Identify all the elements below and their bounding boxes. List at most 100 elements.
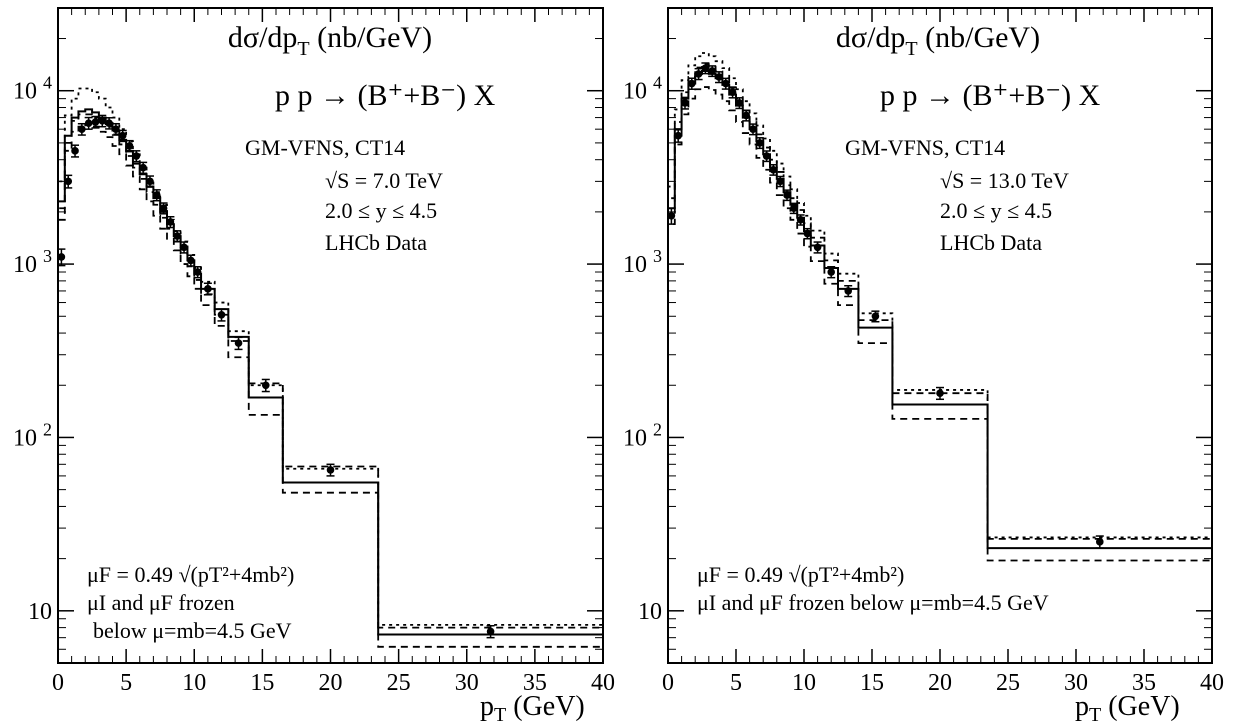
data-marker bbox=[64, 177, 73, 186]
data-point bbox=[326, 463, 335, 477]
data-point bbox=[728, 86, 737, 99]
data-marker bbox=[261, 381, 270, 390]
data-point bbox=[234, 336, 243, 351]
data-marker bbox=[813, 243, 822, 252]
data-marker bbox=[486, 627, 495, 636]
scale-label-2: μI and μF frozen bbox=[87, 590, 235, 615]
data-point bbox=[796, 214, 805, 226]
data-point bbox=[813, 241, 822, 254]
scale-label-2: μI and μF frozen below μ=mb=4.5 GeV bbox=[697, 590, 1049, 615]
scale-label-1: μF = 0.49 √(pT²+4mb²) bbox=[697, 562, 904, 587]
data-point bbox=[98, 114, 107, 128]
data-marker bbox=[827, 268, 835, 276]
data-marker bbox=[112, 125, 120, 133]
data-point bbox=[715, 71, 723, 84]
data-marker bbox=[694, 70, 703, 78]
data-point bbox=[742, 109, 751, 122]
data-marker bbox=[187, 256, 195, 265]
data-point bbox=[166, 216, 175, 229]
data-marker bbox=[204, 285, 212, 293]
data-point bbox=[769, 164, 778, 176]
process-label: p p → (B⁺+B⁻) X bbox=[880, 79, 1101, 112]
data-marker bbox=[708, 67, 716, 75]
y-tick-label: 10 4 bbox=[623, 73, 662, 105]
data-point bbox=[755, 137, 764, 150]
data-marker bbox=[71, 147, 79, 155]
data-marker bbox=[118, 131, 127, 140]
data-point bbox=[694, 67, 703, 81]
data-point bbox=[844, 284, 853, 298]
data-marker bbox=[769, 165, 778, 174]
x-tick-label: 10 bbox=[182, 670, 206, 696]
x-tick-label: 5 bbox=[120, 670, 132, 696]
data-marker bbox=[681, 99, 689, 107]
process-label: p p → (B⁺+B⁻) X bbox=[275, 79, 496, 112]
data-marker bbox=[78, 125, 86, 133]
data-point bbox=[173, 230, 182, 243]
y-tick-label: 10 2 bbox=[13, 419, 52, 451]
data-point bbox=[217, 308, 226, 322]
y-tick-label: 10 bbox=[28, 599, 52, 625]
data-marker bbox=[742, 111, 750, 120]
x-tick-label: 40 bbox=[591, 670, 615, 696]
data-marker bbox=[125, 142, 134, 150]
data-marker bbox=[105, 119, 113, 127]
x-tick-label: 10 bbox=[792, 670, 816, 696]
data-point bbox=[139, 161, 148, 175]
x-tick-label: 0 bbox=[662, 670, 674, 696]
data-point bbox=[803, 227, 812, 240]
data-marker bbox=[728, 88, 737, 97]
data-marker bbox=[674, 131, 682, 140]
data-marker bbox=[132, 152, 141, 160]
data-point bbox=[776, 175, 785, 188]
data-marker bbox=[667, 211, 676, 220]
data-point bbox=[783, 189, 791, 202]
data-point bbox=[936, 386, 944, 401]
data-point bbox=[486, 625, 495, 639]
y-tick-label: 10 4 bbox=[13, 73, 52, 105]
data-marker bbox=[715, 73, 723, 81]
x-tick-label: 15 bbox=[860, 670, 884, 696]
data-marker bbox=[790, 204, 798, 213]
data-point bbox=[735, 97, 744, 110]
data-marker bbox=[139, 163, 147, 172]
series-upper-2 bbox=[57, 113, 603, 663]
data-marker bbox=[871, 312, 880, 321]
data-point bbox=[687, 77, 696, 90]
data-marker bbox=[783, 191, 791, 199]
data-point bbox=[667, 207, 676, 225]
data-point bbox=[193, 266, 202, 279]
x-tick-label: 25 bbox=[996, 670, 1020, 696]
x-tick-label: 20 bbox=[319, 670, 343, 696]
data-point bbox=[64, 174, 73, 189]
data-marker bbox=[803, 229, 812, 238]
data-point bbox=[789, 202, 798, 215]
data-point bbox=[203, 282, 212, 296]
data-point bbox=[186, 254, 195, 267]
data-marker bbox=[57, 253, 66, 261]
energy-label: √S = 7.0 TeV bbox=[325, 168, 443, 193]
data-point bbox=[749, 123, 757, 136]
data-marker bbox=[234, 339, 243, 347]
x-tick-label: 5 bbox=[730, 670, 742, 696]
x-axis-label: pT (GeV) bbox=[480, 691, 585, 724]
chart-panel-left: 0 5 10 15 20 25 30 35 40 10 10 2 10 3 10 4 dσ/dpT (n… bbox=[13, 7, 615, 724]
scheme-label: GM-VFNS, CT14 bbox=[845, 135, 1005, 160]
data-point bbox=[762, 150, 771, 163]
data-point bbox=[159, 202, 168, 215]
data-marker bbox=[84, 119, 93, 127]
y-tick-label: 10 bbox=[638, 599, 662, 625]
data-marker bbox=[159, 204, 168, 213]
y-tick-label: 10 2 bbox=[623, 419, 662, 451]
data-marker bbox=[762, 152, 771, 160]
data-point bbox=[57, 248, 66, 267]
data-point bbox=[111, 122, 120, 136]
x-tick-label: 25 bbox=[387, 670, 411, 696]
data-point bbox=[145, 175, 154, 188]
data-marker bbox=[749, 125, 757, 133]
rapidity-label: 2.0 ≤ y ≤ 4.5 bbox=[325, 198, 437, 223]
x-tick-label: 15 bbox=[250, 670, 274, 696]
data-label: LHCb Data bbox=[940, 230, 1042, 255]
data-marker bbox=[193, 268, 202, 276]
